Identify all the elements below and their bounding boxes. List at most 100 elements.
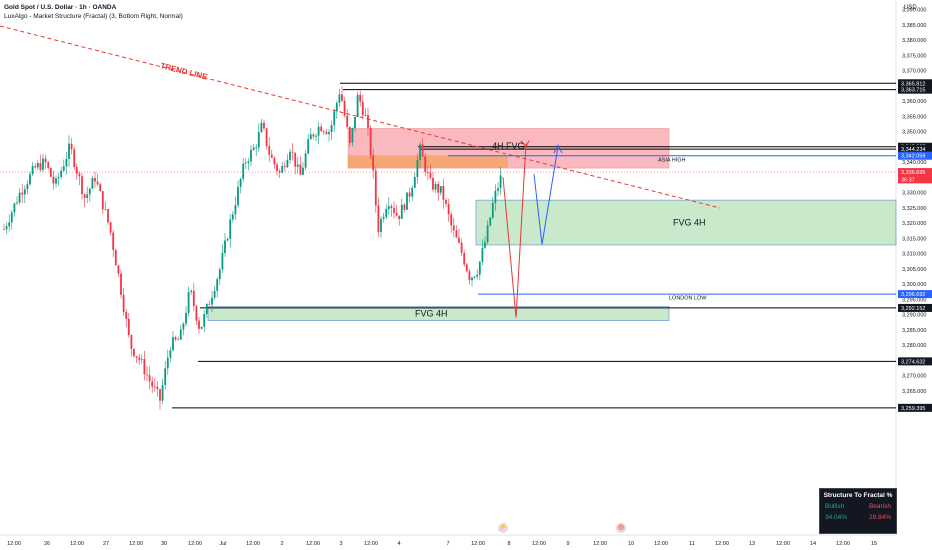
candle-body xyxy=(107,209,109,223)
y-tick-label: 3,305.000 xyxy=(902,267,926,273)
candle-body xyxy=(114,249,117,266)
candle-body xyxy=(499,175,502,189)
candle-body xyxy=(406,192,408,210)
candle-body xyxy=(96,181,99,185)
candle-body xyxy=(356,94,359,117)
x-tick-label: 12:00 xyxy=(246,541,260,547)
candle-body xyxy=(10,212,13,223)
y-tick-label: 3,385.000 xyxy=(902,23,926,29)
bullish-value: 34.04% xyxy=(825,514,848,521)
candle-body xyxy=(333,111,336,126)
candle-body xyxy=(218,269,221,280)
candle-body xyxy=(161,384,164,401)
candle-body xyxy=(224,240,226,254)
candle-body xyxy=(315,135,317,137)
price-tag-bg xyxy=(898,79,932,88)
candle-body xyxy=(478,261,481,275)
candles-layer xyxy=(3,86,502,410)
levels-layer xyxy=(0,82,896,409)
candle-body xyxy=(387,206,390,210)
candle-body xyxy=(99,184,102,192)
candle-body xyxy=(190,290,193,292)
y-tick-label: 3,330.000 xyxy=(902,191,926,197)
price-tag-bg xyxy=(898,357,932,366)
candle-body xyxy=(348,127,351,143)
candle-body xyxy=(247,161,250,163)
earnings-event-icon[interactable]: ⚡ xyxy=(498,523,508,533)
price-tag-bg xyxy=(898,151,932,160)
candle-body xyxy=(135,356,138,358)
structure-panel-title: Structure To Fractal % xyxy=(823,492,893,499)
candle-body xyxy=(458,237,460,243)
bearish-label: Bearish xyxy=(868,503,891,510)
x-tick-label: 4 xyxy=(397,541,400,547)
candle-body xyxy=(68,143,70,160)
candle-body xyxy=(489,217,492,226)
y-tick-label: 3,325.000 xyxy=(902,206,926,212)
candle-body xyxy=(374,170,377,206)
candle-body xyxy=(169,350,172,358)
candle-body xyxy=(304,153,307,168)
candle-body xyxy=(127,318,130,336)
candle-body xyxy=(244,162,247,164)
candle-body xyxy=(221,253,224,270)
candle-body xyxy=(192,290,195,307)
price-tag-bg xyxy=(898,85,932,94)
candle-body xyxy=(437,183,440,193)
candle-body xyxy=(200,326,203,329)
y-tick-label: 3,265.000 xyxy=(902,389,926,395)
y-tick-label: 3,310.000 xyxy=(902,252,926,258)
candle-body xyxy=(151,381,154,387)
y-tick-label: 3,270.000 xyxy=(902,374,926,380)
x-tick-label: 14 xyxy=(810,541,816,547)
candle-body xyxy=(49,167,52,177)
candle-body xyxy=(57,176,60,179)
candle-body xyxy=(83,194,86,198)
currency-label[interactable]: USD xyxy=(904,5,917,11)
x-tick-label: 11 xyxy=(689,541,695,547)
x-tick-label: 12:00 xyxy=(364,541,378,547)
candle-body xyxy=(138,357,141,360)
y-tick-label: 3,300.000 xyxy=(902,282,926,288)
candle-body xyxy=(13,203,16,213)
candle-body xyxy=(73,149,76,168)
candle-body xyxy=(44,158,47,163)
price-tag: 3,296.692 xyxy=(901,292,925,298)
fvg-4h-top-label: 4H FVG xyxy=(492,141,525,151)
candle-body xyxy=(481,247,484,262)
us-flag-event-icon[interactable]: ◎ xyxy=(616,523,626,533)
candle-body xyxy=(429,172,432,178)
candle-body xyxy=(211,297,213,305)
candle-body xyxy=(359,94,362,102)
candle-body xyxy=(94,177,96,182)
candle-body xyxy=(34,166,37,168)
fvg-4h-right-label: FVG 4H xyxy=(673,217,706,227)
candle-body xyxy=(159,389,161,401)
y-tick-label: 3,380.000 xyxy=(902,38,926,44)
bullish-label: Bullish xyxy=(825,503,845,510)
candle-body xyxy=(471,277,473,281)
candle-body xyxy=(231,214,234,220)
candle-body xyxy=(185,312,187,324)
price-tag: 3,363.715 xyxy=(901,88,925,94)
price-tag: 3,274.632 xyxy=(901,359,925,365)
candle-body xyxy=(26,184,29,190)
candle-body xyxy=(278,171,281,173)
candle-body xyxy=(250,149,252,162)
candle-body xyxy=(364,115,367,116)
price-tag: 3,342.059 xyxy=(901,154,925,160)
candle-body xyxy=(463,252,466,265)
time-axis: 12:00 26 12:00 27 12:00 30 12:00 Jul 12:00 2 12:00… xyxy=(7,541,877,547)
y-tick-label: 3,340.000 xyxy=(902,160,926,166)
y-tick-label: 3,285.000 xyxy=(902,328,926,334)
candle-body xyxy=(476,274,479,277)
candle-body xyxy=(273,157,276,165)
candle-body xyxy=(263,122,265,129)
candle-body xyxy=(257,132,260,148)
zones-layer xyxy=(207,128,897,321)
indicator-legend[interactable]: LuxAlgo - Market Structure (Fractal) (3,… xyxy=(4,13,183,20)
candle-body xyxy=(276,164,278,172)
candle-body xyxy=(47,162,50,168)
candle-body xyxy=(60,170,63,177)
